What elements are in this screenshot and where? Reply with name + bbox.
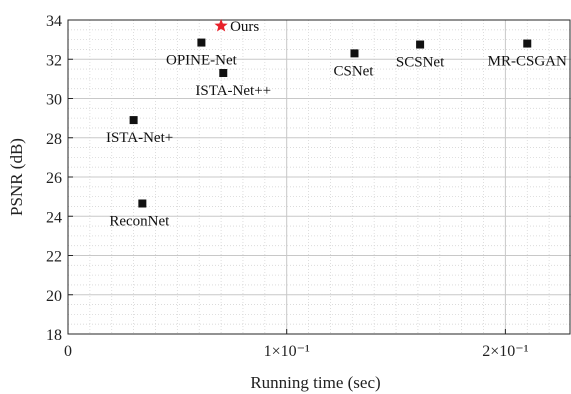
- point-scsnet: [416, 40, 425, 49]
- y-tick-label: 24: [46, 209, 62, 226]
- y-axis-title: PSNR (dB): [7, 138, 26, 216]
- y-tick-label: 30: [46, 92, 62, 109]
- x-axis-title: Running time (sec): [250, 373, 380, 392]
- point-label: MR-CSGAN: [488, 54, 567, 70]
- point-star-ours: [214, 18, 228, 32]
- y-axis-ticks: 18 20 22 24 26 28 30 32 34: [46, 13, 73, 344]
- point-ista-net-: [129, 116, 138, 125]
- data-points: Ours OPINE-Net ISTA-Net++ CSNet SCSNet MR-CSG…: [106, 19, 567, 230]
- y-tick-label: 32: [46, 52, 62, 69]
- y-tick-label: 20: [46, 288, 62, 305]
- point-reconnet: [138, 199, 147, 208]
- point-mr-csgan: [523, 39, 532, 48]
- point-label: ISTA-Net++: [195, 83, 271, 99]
- point-label: SCSNet: [396, 55, 445, 71]
- point-label: CSNet: [333, 63, 374, 79]
- y-tick-label: 34: [46, 13, 62, 30]
- y-tick-label: 26: [46, 170, 62, 187]
- point-ista-net-: [219, 68, 228, 77]
- point-opine-net: [197, 38, 206, 47]
- y-tick-label: 18: [46, 327, 62, 344]
- point-csnet: [350, 49, 359, 58]
- y-tick-label: 28: [46, 131, 62, 148]
- point-label: OPINE-Net: [166, 53, 238, 69]
- x-axis-ticks: 0 1×10⁻¹ 2×10⁻¹: [64, 329, 529, 360]
- x-tick-label: 0: [64, 343, 72, 360]
- point-label: Ours: [230, 19, 259, 35]
- x-tick-label: 2×10⁻¹: [482, 343, 528, 360]
- point-label: ISTA-Net+: [106, 130, 173, 146]
- point-label: ReconNet: [109, 213, 170, 229]
- x-tick-label: 1×10⁻¹: [264, 343, 310, 360]
- y-tick-label: 22: [46, 249, 62, 266]
- major-grid: [68, 20, 571, 334]
